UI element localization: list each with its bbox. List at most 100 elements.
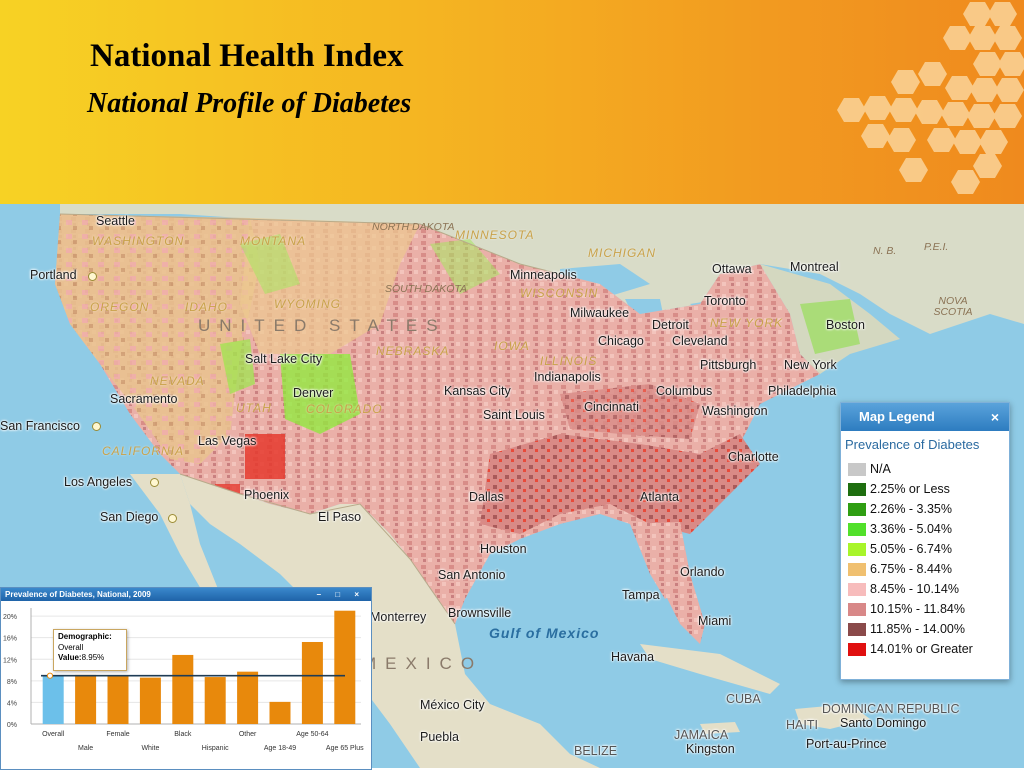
y-tick-label: 12% [3,657,17,664]
country-label-haiti: HAITI [786,718,818,732]
legend-swatch [848,502,866,516]
y-tick-label: 0% [7,722,17,729]
legend-item-label: 14.01% or Greater [870,642,973,656]
legend-swatch [848,622,866,636]
chart-tooltip: Demographic: Overall Value:8.95% [53,629,127,671]
country-label-jamaica: JAMAICA [674,728,729,742]
country-label-us: UNITED STATES [198,316,447,335]
city-label: Las Vegas [198,434,257,448]
city-label: Seattle [96,214,135,228]
legend-item-label: 6.75% - 8.44% [870,562,952,576]
city-label: Pittsburgh [700,358,757,372]
city-label: Cleveland [672,334,728,348]
city-label: Miami [698,614,732,628]
highlight-marker [46,672,54,679]
city-label: Puebla [420,730,459,744]
city-label: Milwaukee [570,306,630,320]
legend-item: 2.25% or Less [841,479,1009,499]
state-label: WASHINGTON [92,234,185,248]
state-label: NEVADA [150,374,205,388]
city-label: San Antonio [438,568,506,582]
city-label: Dallas [469,490,504,504]
city-label: Monterrey [370,610,427,624]
x-tick-label: Age 50-64 [296,731,328,738]
city-marker[interactable] [150,478,159,487]
close-icon[interactable]: × [990,409,999,425]
city-label: Havana [611,650,655,664]
city-label: San Diego [100,510,159,524]
x-tick-label: Age 18-49 [264,745,296,752]
chart-bar [42,675,64,724]
city-label: México City [420,698,485,712]
province-label: N. B. [873,245,897,257]
tooltip-value: 8.95% [81,653,105,662]
country-label-dominican-republic: DOMINICAN REPUBLIC [822,702,960,716]
legend-item: 2.26% - 3.35% [841,499,1009,519]
chart-bar [334,610,356,724]
y-tick-label: 4% [7,700,17,707]
chart-bar [107,675,129,724]
city-marker[interactable] [92,422,101,431]
legend-item-label: N/A [870,462,891,476]
bar-chart: 0% 4% 8% 12% 16% 20% Overall Male Female White Bla… [3,608,364,752]
legend-header: Map Legend × [841,403,1009,431]
city-label: Chicago [598,334,644,348]
x-tick-label: Overall [42,731,65,738]
legend-swatch [848,482,866,496]
legend-swatch [848,582,866,596]
chart-bar [75,674,97,724]
legend-item-label: 11.85% - 14.00% [870,622,965,636]
city-label: Detroit [652,318,689,332]
city-label: Minneapolis [510,268,577,282]
city-label: Montreal [790,260,839,274]
city-label: Washington [702,404,768,418]
legend-item-label: 2.26% - 3.35% [870,502,952,516]
state-label: WYOMING [274,297,341,311]
tooltip-label: Value: [58,653,82,662]
legend-item-label: 5.05% - 6.74% [870,542,952,556]
legend-item-label: 2.25% or Less [870,482,950,496]
legend-item: 5.05% - 6.74% [841,539,1009,559]
legend-subtitle: Prevalence of Diabetes [845,437,980,452]
legend-item: 14.01% or Greater [841,639,1009,659]
window-controls[interactable]: – □ × [316,590,365,599]
legend-items: N/A 2.25% or Less 2.26% - 3.35% 3.36% - 5.0… [841,459,1009,659]
x-tick-label: Male [78,745,93,752]
city-marker[interactable] [88,272,97,281]
chart-window[interactable]: Prevalence of Diabetes, National, 2009 –… [0,587,372,770]
city-label: Phoenix [244,488,290,502]
city-label: Cincinnati [584,400,639,414]
state-label: SOUTH DAKOTA [385,283,468,295]
legend-item: 11.85% - 14.00% [841,619,1009,639]
country-label-belize: BELIZE [574,744,618,758]
city-label: Brownsville [448,606,512,620]
legend-item: 8.45% - 10.14% [841,579,1009,599]
state-label: IOWA [494,339,530,353]
chart-window-titlebar[interactable]: Prevalence of Diabetes, National, 2009 –… [1,588,371,601]
city-label: Kingston [686,742,735,756]
state-label: IDAHO [185,300,229,314]
city-label: Sacramento [110,392,178,406]
y-tick-label: 16% [3,636,17,643]
legend-item: 3.36% - 5.04% [841,519,1009,539]
chart-window-title: Prevalence of Diabetes, National, 2009 [5,590,151,599]
city-label: Denver [293,386,334,400]
state-label: NEW YORK [710,316,784,330]
tooltip-value: Overall [58,642,84,652]
city-label: Atlanta [640,490,679,504]
x-tick-label: Age 65 Plus [326,745,364,752]
legend-swatch [848,642,866,656]
city-label: Boston [826,318,865,332]
city-label: Ottawa [712,262,752,276]
chart-bar [172,654,194,724]
state-label: CALIFORNIA [102,444,185,458]
legend-title: Map Legend [859,409,935,424]
y-tick-label: 20% [3,614,17,621]
legend-item: 6.75% - 8.44% [841,559,1009,579]
hexagon-pattern [837,2,1024,194]
legend-item: N/A [841,459,1009,479]
city-label: Santo Domingo [840,716,927,730]
legend-swatch [848,542,866,556]
city-label: Saint Louis [483,408,545,422]
city-marker[interactable] [168,514,177,523]
